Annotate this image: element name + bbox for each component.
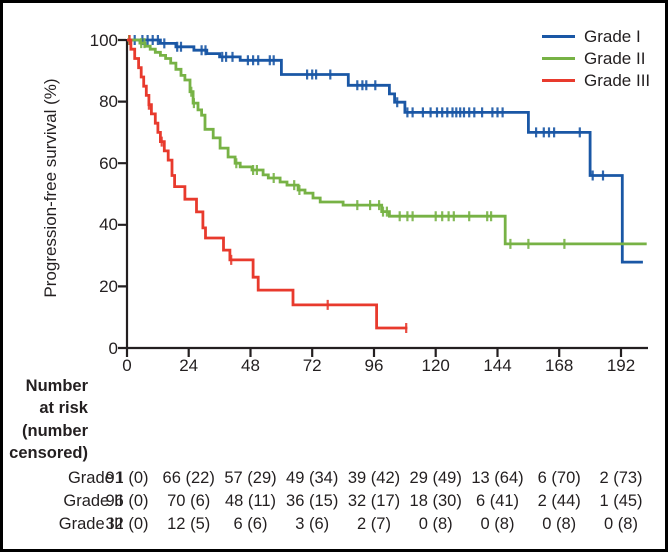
x-tick-label: 168 xyxy=(545,356,574,375)
risk-count-cell: 6 (70) xyxy=(537,468,581,487)
censor-marks-grade-iii xyxy=(128,35,408,333)
risk-count-cell: 39 (42) xyxy=(347,468,401,487)
y-tick-label: 100 xyxy=(89,30,118,50)
legend-item-grade-iii: Grade III xyxy=(542,70,650,92)
risk-count-cell: 13 (64) xyxy=(471,468,524,487)
risk-count-cell: 1 (45) xyxy=(599,491,643,510)
axes xyxy=(118,38,648,357)
y-tick-label: 0 xyxy=(108,338,118,358)
risk-count-cell: 36 (15) xyxy=(286,491,339,510)
risk-count-cell: 91 (0) xyxy=(105,468,149,487)
legend-label: Grade II xyxy=(584,49,646,69)
risk-row-label: Grade I xyxy=(67,468,123,487)
legend-label: Grade III xyxy=(584,71,651,91)
risk-table-header-line: Number xyxy=(25,377,88,395)
risk-row-label: Grade II xyxy=(63,491,123,510)
risk-count-cell: 32 (17) xyxy=(347,491,401,510)
risk-count-cell: 12 (5) xyxy=(167,514,211,533)
legend-line-swatch xyxy=(542,57,575,61)
risk-table-header-line: censored) xyxy=(9,443,88,462)
survival-curve-grade-i xyxy=(127,38,643,264)
x-tick-label: 0 xyxy=(122,356,132,375)
risk-count-cell: 6 (6) xyxy=(233,514,268,533)
risk-count-cell: 2 (44) xyxy=(537,491,581,510)
x-tick-label: 144 xyxy=(483,356,512,375)
risk-count-cell: 96 (0) xyxy=(105,491,149,510)
risk-count-cell: 0 (8) xyxy=(480,514,515,533)
risk-count-cell: 2 (7) xyxy=(357,514,391,533)
risk-count-cell: 66 (22) xyxy=(162,468,215,487)
risk-count-cell: 0 (8) xyxy=(604,514,638,533)
legend-item-grade-i: Grade I xyxy=(542,25,650,47)
risk-count-cell: 3 (6) xyxy=(295,514,330,533)
risk-count-cell: 57 (29) xyxy=(224,468,277,487)
legend-line-swatch xyxy=(542,79,575,83)
legend: Grade I Grade II Grade III xyxy=(542,25,650,92)
survival-curve-grade-ii xyxy=(127,38,647,246)
survival-curve-grade-iii xyxy=(127,38,408,330)
risk-count-cell: 0 (8) xyxy=(542,514,577,533)
y-tick-label: 80 xyxy=(99,92,118,112)
legend-item-grade-ii: Grade II xyxy=(542,47,650,69)
risk-table-header-line: (number xyxy=(22,421,88,440)
x-tick-label: 120 xyxy=(421,356,450,375)
x-tick-label: 96 xyxy=(364,356,384,375)
risk-table-header-line: at risk xyxy=(39,399,88,418)
x-tick-label: 72 xyxy=(302,356,322,375)
risk-count-cell: 49 (34) xyxy=(286,468,339,487)
y-tick-label: 40 xyxy=(99,215,118,235)
risk-count-cell: 70 (6) xyxy=(167,491,211,510)
risk-count-cell: 29 (49) xyxy=(409,468,462,487)
risk-count-cell: 6 (41) xyxy=(475,491,520,510)
x-tick-label: 24 xyxy=(179,356,199,375)
risk-count-cell: 0 (8) xyxy=(418,514,453,533)
y-tick-label: 60 xyxy=(99,153,118,173)
risk-count-cell: 32 (0) xyxy=(105,514,149,533)
x-tick-label: 192 xyxy=(606,356,636,375)
risk-row-label: Grade III xyxy=(58,514,123,533)
censor-marks-grade-i xyxy=(133,35,605,181)
y-tick-label: 20 xyxy=(99,276,118,296)
legend-label: Grade I xyxy=(584,26,641,46)
risk-count-cell: 48 (11) xyxy=(224,491,277,510)
risk-count-cell: 18 (30) xyxy=(409,491,462,510)
x-tick-label: 48 xyxy=(241,356,260,375)
legend-line-swatch xyxy=(542,34,575,38)
risk-count-cell: 2 (73) xyxy=(599,468,643,487)
